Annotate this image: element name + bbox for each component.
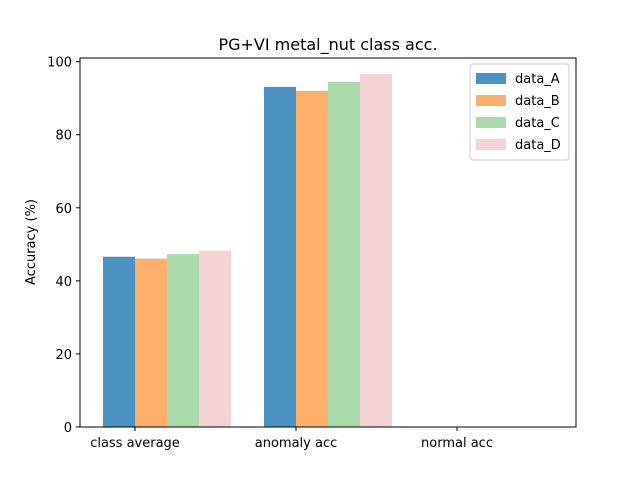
legend-label-data_B: data_B (515, 94, 560, 109)
legend-label-data_A: data_A (515, 72, 560, 87)
legend-label-data_D: data_D (515, 138, 561, 153)
plot-frame (79, 57, 577, 428)
legend-frame (469, 63, 570, 161)
legend-swatch-data_C (476, 117, 506, 128)
legend: data_A data_B data_C data_D (469, 63, 570, 161)
y-tick-label: 80 (55, 129, 72, 144)
x-tick-label: class average (90, 436, 180, 451)
bar-data_A-0 (103, 256, 135, 427)
y-tick-label: 0 (64, 421, 72, 436)
legend-swatch-data_A (476, 73, 506, 84)
y-axis: 0 20 40 60 80 100 (47, 56, 80, 436)
chart-title: PG+VI metal_nut class acc. (218, 35, 437, 55)
legend-label-data_C: data_C (515, 116, 560, 131)
bars-group (103, 74, 392, 428)
y-tick-label: 40 (55, 275, 72, 290)
y-tick-label: 100 (47, 56, 72, 71)
legend-swatch-data_B (476, 95, 506, 106)
bar-data_B-1 (296, 90, 328, 427)
bar-data_C-1 (328, 81, 360, 427)
bar-data_D-0 (199, 250, 231, 427)
y-axis-label: Accuracy (%) (24, 199, 39, 285)
legend-swatch-data_D (476, 139, 506, 150)
y-tick-label: 20 (55, 348, 72, 363)
y-tick-label: 60 (55, 202, 72, 217)
x-tick-label: anomaly acc (255, 436, 338, 451)
bar-data_A-1 (264, 86, 296, 428)
bar-data_B-0 (135, 258, 167, 427)
x-axis: class average anomaly acc normal acc (90, 427, 493, 451)
bar-data_D-1 (360, 74, 392, 427)
x-tick-label: normal acc (421, 436, 493, 451)
bar-data_C-0 (167, 254, 199, 427)
